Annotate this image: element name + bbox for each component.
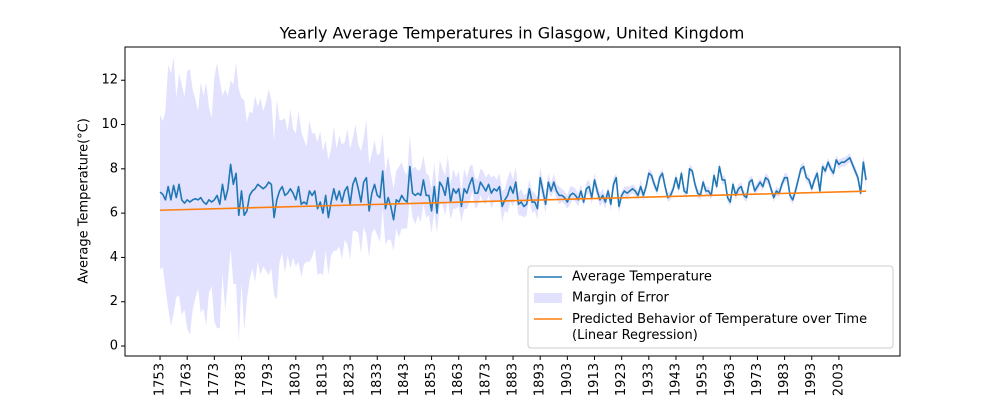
x-tick-label: 1813 <box>315 363 330 396</box>
x-tick-label: 1893 <box>533 363 548 396</box>
x-tick-label: 1833 <box>370 363 385 396</box>
y-tick-label: 10 <box>101 117 118 132</box>
x-tick-label: 1853 <box>424 363 439 396</box>
y-tick-label: 6 <box>110 206 118 221</box>
x-tick-label: 2003 <box>831 363 846 396</box>
x-tick-label: 1933 <box>641 363 656 396</box>
legend-box <box>527 265 894 349</box>
y-tick-label: 4 <box>110 250 118 265</box>
x-tick-label: 1773 <box>207 363 222 396</box>
error-band <box>160 56 867 342</box>
temperature-line <box>159 156 867 221</box>
x-tick-label: 1983 <box>777 363 792 396</box>
plot-frame <box>124 46 901 357</box>
x-tick-label: 1793 <box>261 363 276 396</box>
x-tick-label: 1843 <box>397 363 412 396</box>
y-tick-label: 2 <box>110 294 118 309</box>
legend-label: Average Temperature <box>572 270 712 285</box>
x-tick-label: 1763 <box>180 363 195 396</box>
x-tick-label: 1913 <box>587 363 602 396</box>
x-tick-label: 1953 <box>696 363 711 396</box>
legend-swatch <box>534 293 562 303</box>
x-tick-label: 1823 <box>343 363 358 396</box>
x-tick-label: 1923 <box>614 363 629 396</box>
x-tick-label: 1943 <box>668 363 683 396</box>
x-tick-label: 1903 <box>560 363 575 396</box>
y-axis-label: Average Temperature(°C) <box>77 118 92 284</box>
x-tick-label: 1873 <box>478 363 493 396</box>
y-tick-label: 8 <box>110 161 118 176</box>
x-tick-label: 1993 <box>804 363 819 396</box>
x-tick-label: 1883 <box>506 363 521 396</box>
x-tick-label: 1963 <box>723 363 738 396</box>
y-tick-label: 0 <box>110 339 118 354</box>
x-tick-label: 1973 <box>750 363 765 396</box>
x-tick-label: 1803 <box>288 363 303 396</box>
regression-line <box>160 190 867 212</box>
chart-title: Yearly Average Temperatures in Glasgow, … <box>279 24 745 43</box>
x-tick-label: 1783 <box>234 363 249 396</box>
y-tick-label: 12 <box>101 73 118 88</box>
x-tick-label: 1863 <box>451 363 466 396</box>
legend-label: Predicted Behavior of Temperature over T… <box>572 312 867 343</box>
legend-label: Margin of Error <box>572 291 670 306</box>
x-tick-label: 1753 <box>153 363 168 396</box>
